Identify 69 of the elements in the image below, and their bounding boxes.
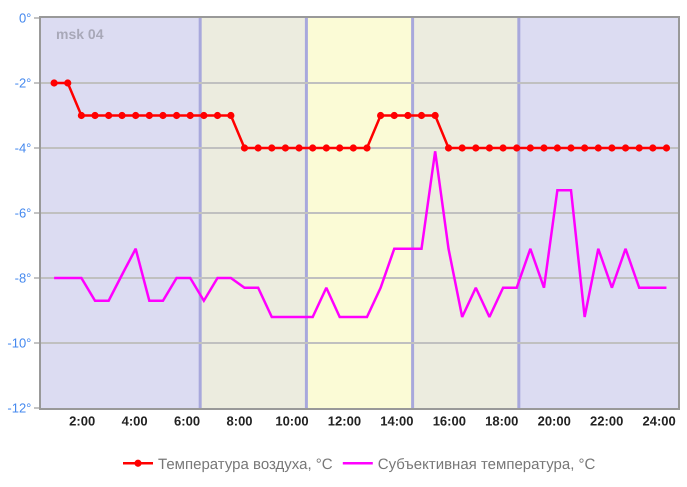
x-tick-label: 14:00 [380,414,414,429]
point [662,144,670,152]
x-tick-label: 12:00 [328,414,362,429]
point [567,144,575,152]
point [268,144,276,152]
point [377,112,384,120]
y-tick-label: -4° [14,140,32,156]
point [322,144,330,152]
point [581,144,588,152]
point [78,112,85,120]
point [146,112,153,120]
point [390,112,398,120]
y-tick-label: -6° [14,206,32,221]
point [254,144,262,152]
y-tick-label: -12° [7,400,32,416]
point [200,112,208,120]
point [132,112,140,120]
point [363,144,371,152]
x-tick-label: 24:00 [642,414,676,429]
point [186,112,194,120]
point [608,144,616,152]
point [636,144,643,152]
point [227,112,234,120]
y-tick-label: -10° [7,336,32,351]
point [172,112,180,120]
point [458,144,466,152]
point [309,144,316,152]
point [404,112,412,120]
x-tick-label: 6:00 [174,414,200,429]
y-tick-label: -2° [14,76,32,91]
x-tick-label: 2:00 [69,414,96,429]
y-tick-label: 0° [18,10,32,26]
x-tick-label: 18:00 [485,414,518,429]
point [554,144,561,152]
point [295,144,303,152]
legend-label: Температура воздуха, °C [158,456,333,474]
point [444,144,452,152]
point [594,144,602,152]
point [526,144,534,152]
point [540,144,548,152]
annotation: msk 04 [56,26,104,42]
point [499,144,507,152]
point [64,79,72,87]
line-series [52,150,668,318]
point [350,144,357,152]
point [118,112,126,120]
point [472,144,480,152]
x-tick-label: 4:00 [122,414,148,429]
point [105,112,112,120]
point [418,112,426,120]
point [649,144,656,152]
point [240,144,248,152]
point [486,144,494,152]
point [91,112,99,120]
point [336,144,344,152]
point [214,112,222,120]
x-tick-label: 10:00 [275,414,309,429]
legend-label: Субъективная температура, °C [378,456,596,474]
x-tick-label: 22:00 [590,414,624,429]
point [622,144,630,152]
x-tick-label: 8:00 [226,414,253,429]
point [282,144,290,152]
y-tick-label: -8° [14,270,32,286]
x-tick-label: 16:00 [432,414,466,429]
point [513,144,520,152]
point [432,112,439,120]
point [159,112,167,120]
x-tick-label: 20:00 [538,414,571,429]
point [50,79,58,87]
